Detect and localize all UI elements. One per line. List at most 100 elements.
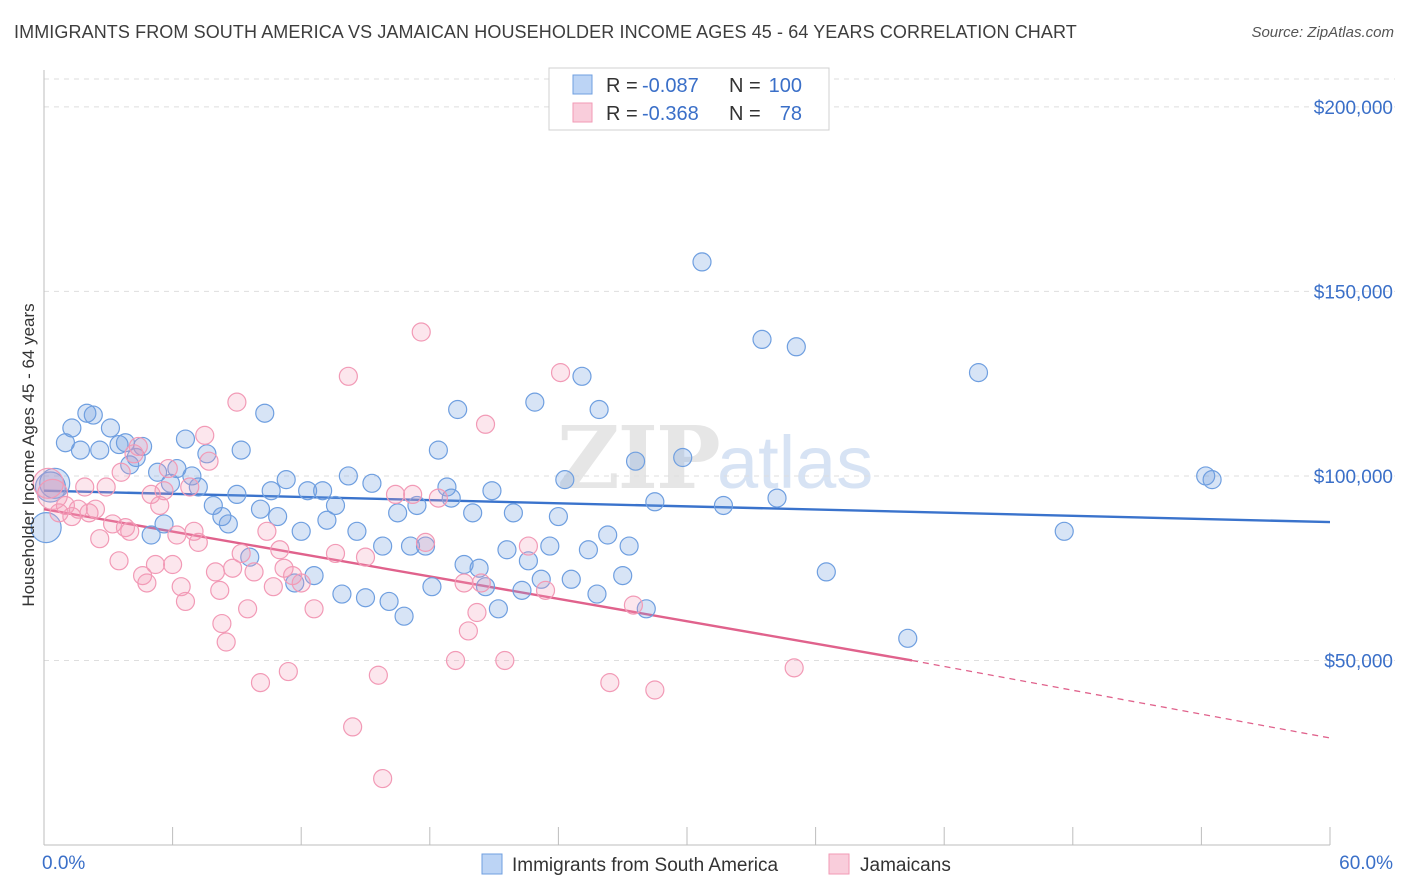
watermark-zip: ZIP [557,408,719,509]
point-jamaicans [471,573,491,593]
point-south-america [540,536,560,556]
point-south-america [512,580,532,600]
point-jamaicans [205,562,226,582]
point-south-america [373,536,393,556]
bottom-legend-label-2: Jamaicans [860,855,951,876]
point-south-america [62,418,82,438]
point-jamaicans [535,580,556,600]
point-south-america [598,525,618,545]
data-points [30,252,1222,789]
point-jamaicans [325,543,346,564]
point-jamaicans [154,481,174,501]
point-south-america [154,514,174,534]
point-south-america [338,466,358,486]
point-south-america [332,584,352,604]
point-south-america [572,366,592,386]
point-south-america [175,429,196,449]
legend-swatch-blue [572,74,593,95]
point-south-america [379,591,399,612]
point-south-america [285,573,305,593]
point-south-america [394,606,414,626]
point-south-america [713,495,734,516]
legend-swatch-pink [572,102,593,123]
legend-r-label-1: R = [606,75,638,97]
x-tick-label-max: 60.0% [1339,853,1393,874]
legend-r-value-1: -0.087 [642,75,699,97]
point-jamaicans [475,414,496,434]
point-jamaicans [355,547,376,567]
point-jamaicans [291,573,311,593]
point-south-america [589,399,609,420]
point-south-america [317,510,337,530]
legend-n-label-2: N = [729,103,761,125]
point-jamaicans [231,543,251,564]
trend-line-jamaicans-extrapolated [911,659,1331,739]
point-south-america [90,440,110,460]
point-south-america [70,440,91,460]
point-jamaicans [343,717,363,737]
point-jamaicans [79,503,99,523]
point-jamaicans [216,632,236,652]
point-jamaicans [158,458,178,479]
point-jamaicans [167,525,187,545]
point-jamaicans [49,503,69,523]
point-jamaicans [227,392,247,412]
point-south-america [250,499,271,519]
point-jamaicans [150,495,170,516]
point-jamaicans [145,554,166,575]
point-south-america [388,503,408,523]
point-south-america [645,492,665,512]
point-south-america [362,473,382,493]
point-jamaicans [36,478,69,511]
point-jamaicans [223,558,243,578]
point-jamaicans [85,499,106,519]
chart-title: IMMIGRANTS FROM SOUTH AMERICA VS JAMAICA… [14,22,1077,42]
point-jamaicans [373,768,393,789]
y-tick-label: $50,000 [1324,651,1393,672]
point-south-america [407,495,427,516]
point-jamaicans [212,613,232,634]
point-south-america [898,628,918,648]
legend-n-label-1: N = [729,75,761,97]
bottom-legend-label-1: Immigrants from South America [512,855,779,876]
point-jamaicans [270,540,290,560]
point-south-america [313,481,333,501]
point-jamaicans [600,673,620,693]
point-jamaicans [403,484,423,505]
point-south-america [325,495,346,516]
point-south-america [816,562,836,582]
point-jamaicans [238,599,258,619]
y-tick-label: $150,000 [1314,282,1393,303]
point-south-america [555,470,575,490]
point-south-america [347,521,367,541]
point-south-america [518,551,538,571]
point-jamaicans [415,532,436,552]
point-jamaicans [454,573,474,593]
chart-source: Source: ZipAtlas.com [1251,24,1394,41]
y-axis-label: Householder Income Ages 45 - 64 years [19,303,38,606]
point-jamaicans [338,366,358,386]
point-jamaicans [68,499,88,519]
point-jamaicans [428,488,448,508]
point-jamaicans [458,621,478,641]
point-south-america [231,440,251,460]
point-south-america [488,599,508,619]
point-jamaicans [55,495,76,516]
point-south-america [578,540,599,560]
y-tick-label: $100,000 [1314,467,1393,488]
point-jamaicans [623,595,644,615]
point-south-america [428,440,448,460]
point-south-america [298,481,318,501]
point-south-america [422,577,442,597]
point-jamaicans [90,529,110,549]
bottom-legend-swatch-blue [481,853,503,875]
y-tick-label: $200,000 [1314,98,1393,119]
point-south-america [613,565,633,586]
point-south-america [355,588,376,608]
series-legend: Immigrants from South America Jamaicans [481,853,951,876]
point-jamaicans [210,580,230,600]
point-south-america [497,540,517,560]
bottom-legend-swatch-pink [828,853,850,875]
point-jamaicans [304,599,324,619]
